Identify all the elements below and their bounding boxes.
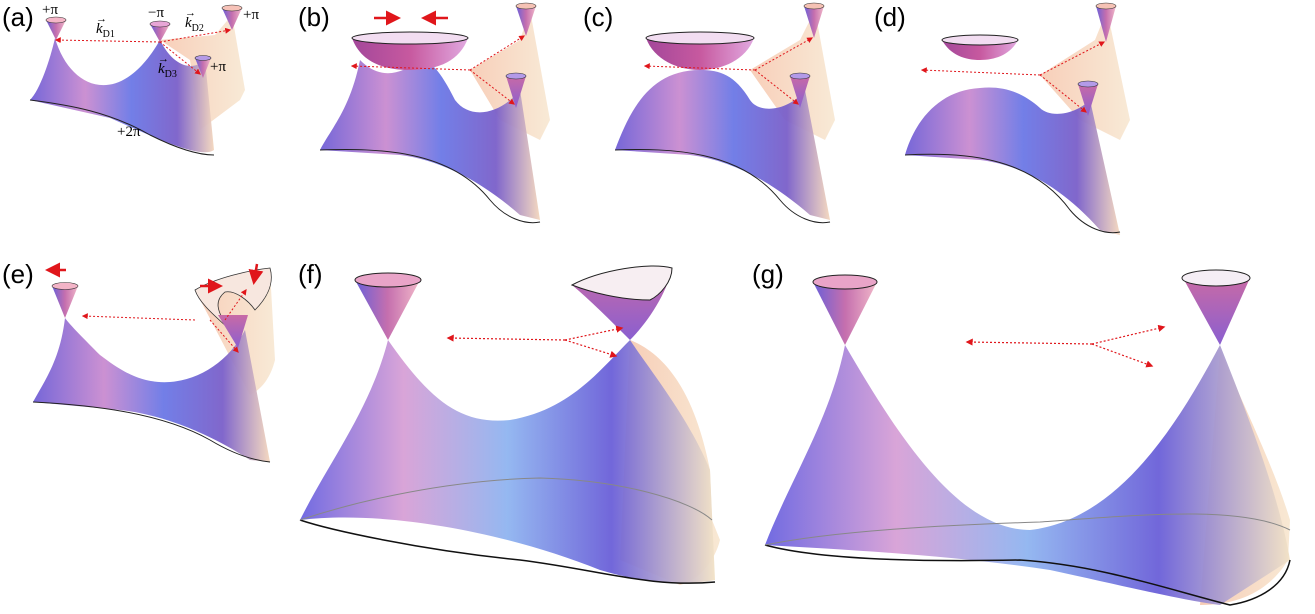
panel-c-bowl — [646, 38, 754, 70]
k-d3-subscript: D3 — [164, 69, 177, 80]
panel-d-base-curve — [904, 153, 1121, 234]
panel-d-back-surface — [1040, 10, 1130, 140]
panel-label-f: (f) — [298, 259, 323, 289]
panel-b-graphic — [319, 2, 550, 224]
panel-label-e: (e) — [2, 259, 34, 289]
k-d3-symbol: k — [158, 61, 165, 77]
panel-g-surface — [765, 345, 1290, 605]
panel-c-cone-1 — [804, 6, 824, 38]
panel-g-vector-left — [965, 338, 1093, 346]
k-d1-label: → kD1 — [96, 14, 115, 40]
panel-a-base-curve — [29, 99, 215, 156]
panel-d-graphic — [904, 2, 1130, 236]
panel-a-cone-1 — [46, 20, 66, 40]
panel-d-vector-left — [920, 67, 1041, 76]
k-d2-arrow: → — [185, 7, 196, 19]
panel-e-graphic — [32, 262, 275, 463]
cone-4-charge-label: +π — [210, 59, 227, 75]
panel-g-base-back-curve — [764, 513, 1291, 546]
panel-f-surface — [300, 340, 715, 583]
panel-e-vector-down — [209, 319, 239, 353]
panel-e-cone-1 — [52, 286, 78, 318]
panel-c-graphic — [614, 2, 835, 224]
cone-1-charge-label: +π — [42, 2, 59, 18]
panel-b-base-curve — [319, 149, 541, 224]
k-d1-subscript: D1 — [102, 29, 115, 40]
panel-g-cone-1 — [813, 282, 877, 345]
k-d2-symbol: k — [185, 15, 192, 31]
panel-g-vector-up — [1091, 324, 1166, 345]
panel-g-vector-down — [1091, 343, 1154, 368]
panel-e-surface — [33, 318, 270, 462]
k-d3-label: → kD3 — [158, 54, 177, 80]
panel-e-cone-2 — [218, 315, 248, 348]
panel-e-base-curve — [32, 401, 271, 463]
panel-d-cone-1 — [1096, 6, 1116, 42]
panel-c-base-curve — [614, 149, 831, 224]
panel-label-b: (b) — [298, 2, 330, 32]
panel-f-cone-1 — [355, 280, 420, 340]
panel-g-base-curve — [764, 544, 1291, 606]
panel-d-surface — [905, 87, 1120, 236]
panel-d-bowl — [942, 40, 1018, 60]
panel-b-vector-right-up — [469, 35, 526, 71]
panel-a-cone-3 — [222, 8, 242, 30]
panel-f-base-back-curve — [299, 477, 713, 521]
panel-b-cone-1 — [516, 6, 536, 36]
panel-f-vector-down — [564, 339, 618, 358]
panel-label-d: (d) — [874, 2, 906, 32]
panel-b-vector-right-down — [469, 69, 515, 105]
panel-f-graphic — [299, 265, 720, 585]
panel-f-vector-up — [564, 325, 624, 341]
panel-a-cone-4 — [195, 58, 211, 78]
panel-label-c: (c) — [583, 2, 614, 32]
k-d1-symbol: k — [96, 21, 103, 37]
panel-a-graphic — [29, 4, 245, 156]
panel-e-vector-left — [81, 313, 196, 321]
panel-label-g: (g) — [752, 259, 784, 289]
panel-c-vector-right-up — [754, 37, 814, 71]
panel-d-vector-right-up — [1039, 41, 1106, 76]
panel-a-vector-kd3 — [159, 41, 201, 75]
cone-3-charge-label: +π — [243, 7, 260, 23]
k-d1-arrow: → — [96, 13, 107, 25]
panel-c-cone-2 — [790, 76, 810, 108]
cone-2-charge-label: −π — [148, 5, 165, 21]
k-d3-arrow: → — [158, 53, 169, 65]
panel-e-motion-arrow-down — [248, 263, 264, 285]
panel-c-vector-right-down — [754, 69, 799, 105]
panel-b-cone-2 — [506, 76, 526, 108]
panel-g-cone-2 — [1183, 278, 1250, 345]
k-d2-label: → kD2 — [185, 8, 204, 34]
bottom-charge-label: +2π — [117, 124, 141, 140]
panel-f-cone-2-rim — [570, 265, 673, 301]
panel-d-cone-2 — [1078, 84, 1098, 116]
panel-a-vector-kd1 — [54, 37, 161, 44]
panel-a-cone-2 — [150, 24, 170, 42]
panel-b-surface — [320, 60, 540, 220]
panel-label-a: (a) — [2, 2, 34, 32]
panel-g-graphic — [764, 269, 1291, 606]
panel-c-surface — [615, 70, 830, 220]
panel-b-bowl — [352, 38, 468, 70]
panel-f-vector-left — [446, 334, 566, 342]
k-d2-subscript: D2 — [191, 23, 204, 34]
panel-d-vector-right-down — [1039, 74, 1087, 113]
panel-f-base-curve — [299, 519, 716, 584]
panel-a-surface — [30, 38, 214, 153]
